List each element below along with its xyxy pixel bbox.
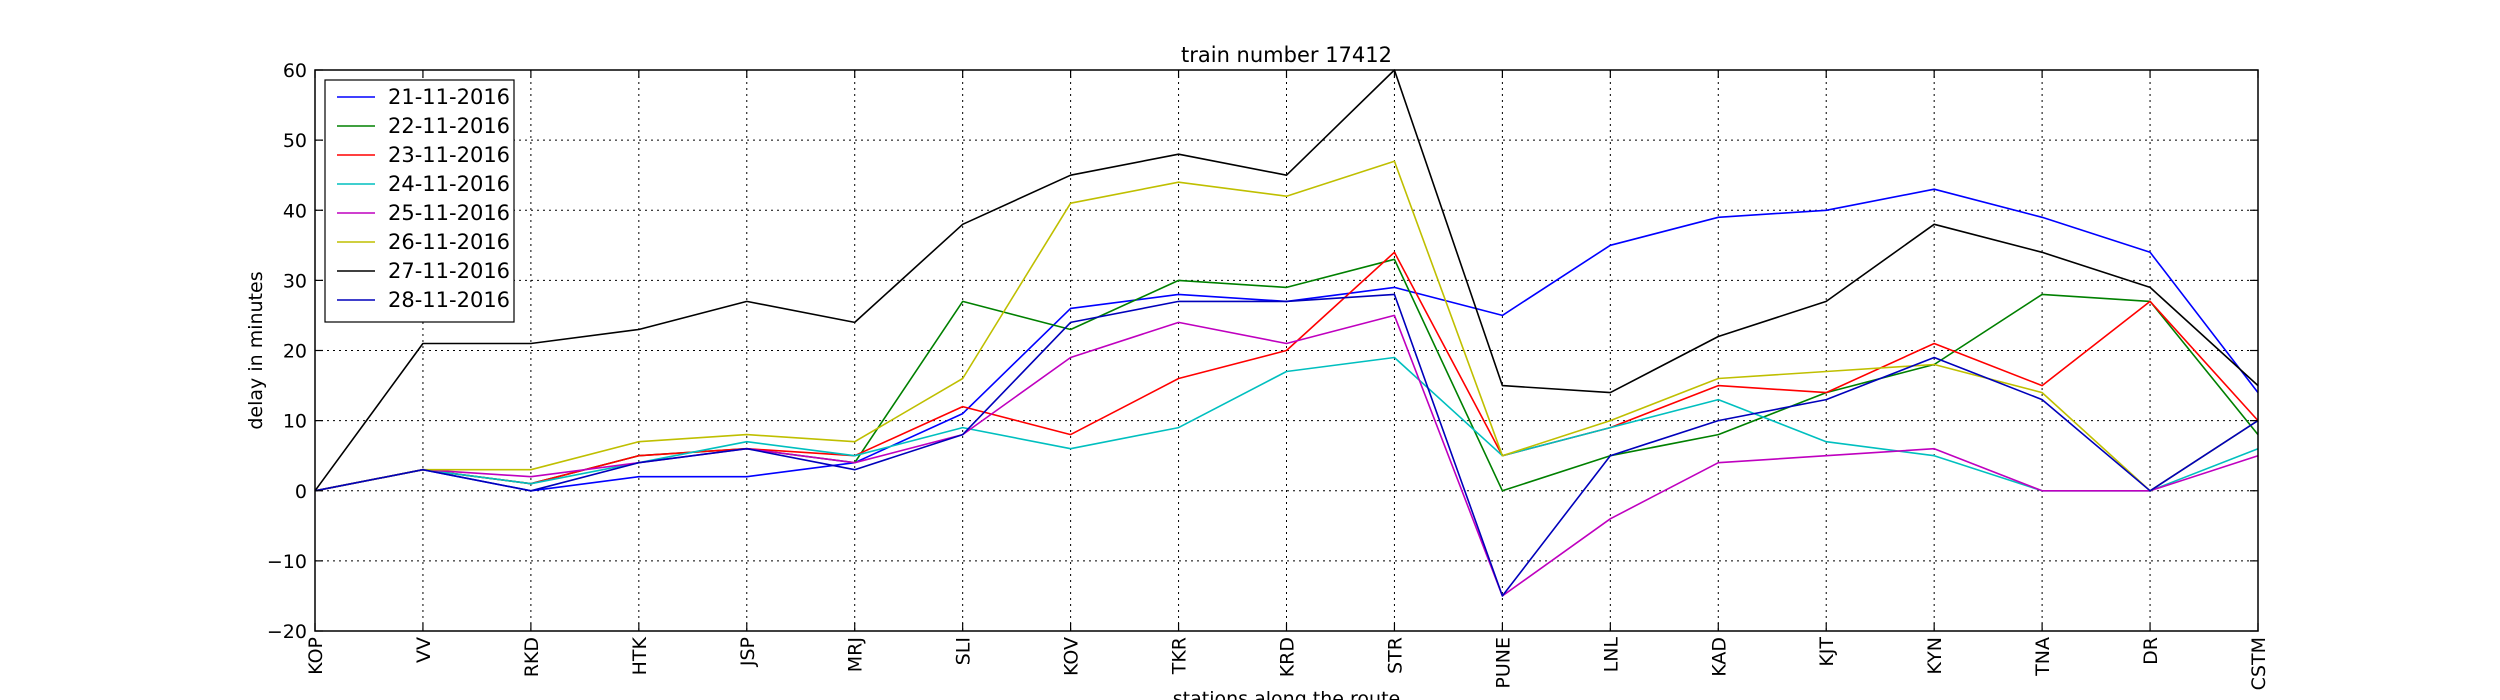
y-tick-label: 20 xyxy=(283,341,307,363)
legend: 21-11-2016 22-11-2016 23-11-2016 24-11-2016… xyxy=(324,79,515,323)
legend-label: 27-11-2016 xyxy=(388,259,510,283)
x-tick-label: KYN xyxy=(1924,637,1946,675)
legend-label: 21-11-2016 xyxy=(388,85,510,109)
x-tick-label: PUNE xyxy=(1492,637,1514,689)
legend-label: 25-11-2016 xyxy=(388,201,510,225)
y-tick-label: 40 xyxy=(283,200,307,222)
x-tick-label: TNA xyxy=(2032,637,2054,677)
y-tick-label: −20 xyxy=(267,621,307,643)
y-tick-label: 0 xyxy=(295,481,307,503)
x-axis-ticks: KOP VV RKD HTK JSP MRJ SLI KOV TKR KRD STR PUNE LNL K… xyxy=(305,70,2270,690)
x-tick-label: KOV xyxy=(1061,637,1083,676)
x-tick-label: DR xyxy=(2140,637,2162,665)
series-line-27-11-2016 xyxy=(314,69,2259,492)
x-tick-label: KJT xyxy=(1816,637,1838,667)
y-tick-label: 30 xyxy=(283,270,307,292)
legend-label: 23-11-2016 xyxy=(388,143,510,167)
x-tick-label: RKD xyxy=(521,637,543,677)
series-line-23-11-2016 xyxy=(314,251,2259,492)
y-tick-label: −10 xyxy=(267,551,307,573)
x-tick-label: STR xyxy=(1384,637,1406,674)
x-tick-label: CSTM xyxy=(2248,637,2270,690)
y-tick-label: 50 xyxy=(283,130,307,152)
y-tick-label: 10 xyxy=(283,411,307,433)
x-tick-label: JSP xyxy=(737,637,759,667)
x-tick-label: HTK xyxy=(629,636,651,675)
x-tick-label: MRJ xyxy=(845,637,867,672)
y-axis-label: delay in minutes xyxy=(245,271,267,429)
legend-label: 22-11-2016 xyxy=(388,114,510,138)
series-line-28-11-2016 xyxy=(314,293,2259,597)
x-tick-label: SLI xyxy=(953,637,975,665)
legend-box xyxy=(324,79,515,323)
chart-title: train number 17412 xyxy=(1181,43,1392,67)
legend-label: 24-11-2016 xyxy=(388,172,510,196)
x-tick-label: LNL xyxy=(1600,637,1622,673)
series-lines xyxy=(314,69,2259,597)
y-tick-label: 60 xyxy=(283,60,307,82)
x-tick-label: TKR xyxy=(1169,637,1191,675)
legend-label: 26-11-2016 xyxy=(388,230,510,254)
x-axis-label: stations along the route xyxy=(1173,688,1400,700)
x-tick-label: KOP xyxy=(305,637,327,675)
x-tick-label: KRD xyxy=(1277,637,1299,677)
y-axis-ticks: −20 −10 0 10 20 30 40 50 60 xyxy=(267,60,2258,643)
legend-label: 28-11-2016 xyxy=(388,288,510,312)
x-tick-label: VV xyxy=(413,637,435,663)
series-line-26-11-2016 xyxy=(314,160,2259,492)
x-tick-label: KAD xyxy=(1708,637,1730,677)
